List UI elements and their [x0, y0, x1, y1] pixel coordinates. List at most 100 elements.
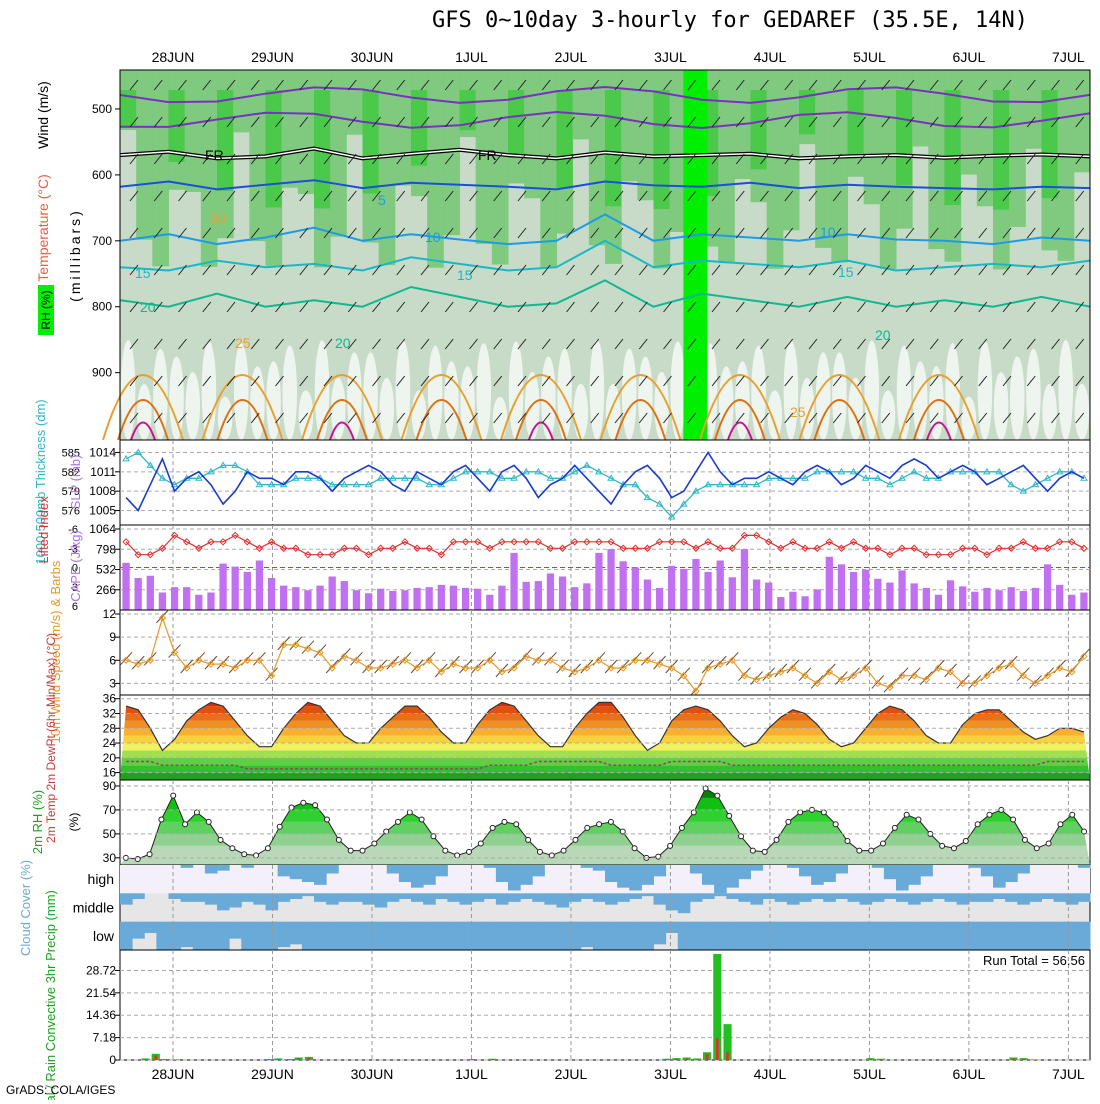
rh-point [502, 819, 507, 824]
rh-cell [896, 90, 912, 185]
precip-panel [115, 950, 1090, 1060]
rh-cell [1075, 384, 1090, 440]
cape-bar [535, 581, 542, 610]
rh-point [443, 848, 448, 853]
date-label-bottom: 1JUL [455, 1066, 488, 1082]
rh-point [183, 822, 188, 827]
cloud-cell [423, 865, 436, 885]
cloud-cell [654, 865, 667, 876]
y-tick-label: 12 [103, 607, 117, 621]
cape-bar [644, 580, 651, 610]
cape-bar [656, 588, 663, 610]
cloud-cell [957, 893, 970, 904]
y-tick-label: 600 [92, 168, 112, 182]
cloud-cell [278, 893, 291, 902]
rh-point [679, 825, 684, 830]
convective-bar [685, 1058, 688, 1060]
cape-bar [365, 593, 372, 610]
ylabel-precip: Total / Rain Convective 3hr Precip (mm) [43, 890, 58, 1100]
cloud-cell [775, 922, 788, 950]
y-tick-label: 266 [96, 583, 116, 597]
rh-point [348, 848, 353, 853]
cape-bar [426, 587, 433, 610]
rh-point [159, 817, 164, 822]
cloud-cell [823, 922, 836, 950]
cloud-cell [605, 922, 618, 950]
cape-bar [292, 587, 299, 610]
rh-point [289, 805, 294, 810]
cape-bar [147, 576, 154, 610]
cloud-cell [835, 865, 848, 874]
rh-point [940, 843, 945, 848]
rh-point [632, 846, 637, 851]
date-label-top: 2JUL [555, 49, 588, 65]
cloud-cell [326, 893, 339, 904]
rh-cell [864, 340, 879, 440]
cloud-cell [593, 893, 606, 902]
cloud-cell [908, 865, 921, 885]
cloud-cell [193, 893, 206, 902]
convective-bar [287, 1059, 290, 1060]
cloud-cell [350, 893, 363, 902]
cape-bar [826, 557, 833, 610]
cloud-cell [884, 893, 897, 899]
cloud-panel [120, 865, 1091, 950]
cloud-cell [290, 893, 303, 899]
cape-bar [1068, 595, 1075, 610]
y-tick-label: 1014 [89, 445, 116, 459]
date-label-top: 7JUL [1052, 49, 1085, 65]
cloud-cell [690, 893, 703, 902]
cloud-cell [702, 865, 715, 885]
cape-bar [195, 595, 202, 610]
cloud-cell [532, 893, 545, 902]
cape-bar [474, 589, 481, 610]
rh-point [514, 822, 519, 827]
cloud-cell [169, 893, 182, 899]
cloud-cell [811, 893, 824, 899]
cloud-cell [581, 893, 594, 899]
cloud-cell [1078, 865, 1091, 868]
rh-cell [993, 90, 1009, 210]
ylabel-lifted: Lifted Index [36, 496, 51, 564]
rh-cell [751, 346, 766, 440]
rh-point [265, 846, 270, 851]
run-total-label: Run Total = 56.56 [983, 953, 1085, 968]
temp-band [120, 750, 1090, 757]
rh-cell [282, 70, 299, 188]
cloud-cell [738, 893, 751, 902]
rh-cell [621, 70, 638, 181]
rh-cell [912, 70, 929, 146]
rh-cell [557, 349, 572, 440]
rh-point [490, 825, 495, 830]
rh-cell [783, 70, 800, 230]
rh-cell [605, 90, 621, 206]
y-tick-label: 9 [109, 630, 116, 644]
convective-bar [1012, 1058, 1015, 1060]
convective-bar [675, 1059, 678, 1060]
cloud-cell [932, 922, 945, 950]
cloud-cell [229, 922, 242, 939]
convective-bar [706, 1054, 709, 1060]
contour-label: 50 [210, 210, 226, 226]
cloud-cell [1005, 893, 1018, 902]
cape-bar [789, 592, 796, 610]
date-label-top: 30JUN [351, 49, 394, 65]
y-tick-label: 500 [92, 102, 112, 116]
credit-label: GrADS: COLA/IGES [6, 1083, 115, 1097]
date-label-top: 3JUL [654, 49, 687, 65]
rh-cell [961, 397, 976, 440]
ylabel-wind: Wind (m/s) [35, 81, 51, 149]
cloud-cell [1005, 922, 1018, 950]
cloud-cell [508, 893, 521, 902]
cloud-cell [387, 865, 400, 874]
li-tick-label: 6 [72, 601, 78, 613]
cloud-cell [787, 893, 800, 904]
convective-bar [1022, 1059, 1025, 1060]
panel-frame [120, 950, 1090, 1060]
cloud-cell [520, 922, 533, 950]
cape-bar [753, 580, 760, 610]
y-tick-label: 7.18 [93, 1031, 117, 1045]
cloud-cell [872, 922, 885, 950]
